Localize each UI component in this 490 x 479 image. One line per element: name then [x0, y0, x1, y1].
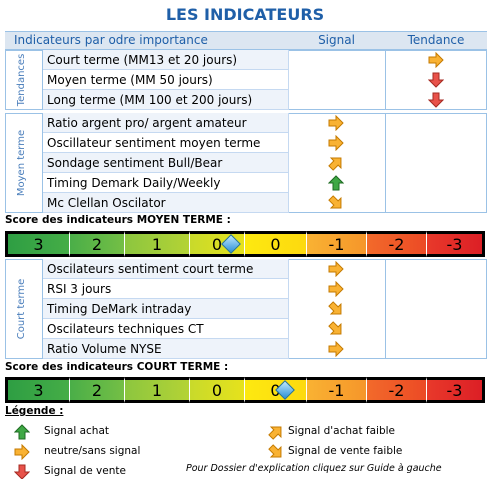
col-sep [288, 50, 289, 110]
score-cell: 3 [5, 377, 70, 403]
arrow [428, 92, 444, 108]
arrow-icon [328, 115, 344, 131]
arrow-icon [328, 175, 344, 191]
score-title: Score des indicateurs COURT TERME : [5, 361, 229, 373]
header-signal: Signal [318, 33, 355, 47]
score-cell: -3 [427, 377, 485, 403]
arrow [14, 444, 30, 460]
col-sep [42, 113, 43, 213]
legend-item: neutre/sans signal [44, 445, 141, 457]
legend-item: Signal achat [44, 425, 110, 437]
indicator: Timing DeMark intraday [43, 299, 288, 319]
arrow [268, 444, 282, 458]
title: LES INDICATEURS [165, 5, 325, 24]
score-cell: -2 [367, 231, 427, 257]
header-trend: Tendance [407, 33, 465, 47]
arrow-icon [328, 281, 344, 297]
indicator: Oscilateurs techniques CT [43, 319, 288, 339]
arrow-icon [328, 157, 342, 171]
arrow-icon [328, 135, 344, 151]
arrow [328, 135, 344, 151]
arrow [328, 261, 344, 277]
score-cell: 2 [70, 377, 125, 403]
col-sep [288, 259, 289, 359]
score-title: Score des indicateurs MOYEN TERME : [5, 214, 231, 226]
score-cell: 3 [5, 231, 70, 257]
indicator: RSI 3 jours [43, 279, 288, 299]
col-sep [385, 259, 386, 359]
score-cell: 1 [125, 377, 190, 403]
col-sep [42, 259, 43, 359]
header-indicators: Indicateurs par odre importance [14, 33, 208, 47]
col-sep [288, 113, 289, 213]
indicator: Oscillateur sentiment moyen terme [43, 133, 288, 153]
arrow-icon [328, 195, 342, 209]
arrow [328, 341, 344, 357]
footer-note: Pour Dossier d'explication cliquez sur G… [186, 463, 442, 474]
arrow [14, 424, 30, 440]
col-sep [385, 113, 386, 213]
arrow-icon [328, 341, 344, 357]
indicator: Ratio argent pro/ argent amateur [43, 113, 288, 133]
arrow-icon [14, 464, 30, 479]
score-cell: 0 [245, 231, 307, 257]
arrow [14, 464, 30, 479]
arrow-icon [328, 261, 344, 277]
indicator: Moyen terme (MM 50 jours) [43, 70, 288, 90]
score-cell: -1 [307, 377, 367, 403]
score-cell: -2 [367, 377, 427, 403]
arrow [428, 52, 444, 68]
indicator: Sondage sentiment Bull/Bear [43, 153, 288, 173]
col-sep [42, 50, 43, 110]
score-cell: 1 [125, 231, 190, 257]
arrow [328, 321, 342, 335]
arrow-icon [428, 52, 444, 68]
indicator: Court terme (MM13 et 20 jours) [43, 50, 288, 70]
arrow [428, 72, 444, 88]
arrow-icon [328, 321, 342, 335]
arrow-icon [268, 444, 282, 458]
col-sep [385, 50, 386, 110]
score-cell: -3 [427, 231, 485, 257]
indicator: Mc Clellan Oscilator [43, 193, 288, 213]
arrow [328, 157, 342, 171]
arrow-icon [14, 444, 30, 460]
legend-item: Signal de vente faible [288, 445, 403, 457]
score-cell: -1 [307, 231, 367, 257]
arrow [328, 195, 342, 209]
indicator: Timing Demark Daily/Weekly [43, 173, 288, 193]
header-row [5, 31, 487, 50]
arrow [328, 115, 344, 131]
legend-title: Légende : [5, 405, 64, 417]
arrow-icon [14, 424, 30, 440]
arrow-icon [268, 426, 282, 440]
arrow-icon [328, 301, 342, 315]
arrow [328, 281, 344, 297]
arrow-icon [428, 72, 444, 88]
section-label: Tendances [16, 53, 27, 107]
score-cell: 2 [70, 231, 125, 257]
score-cell: 0 [190, 377, 245, 403]
arrow [268, 426, 282, 440]
legend-item: Signal d'achat faible [288, 425, 395, 437]
arrow-icon [428, 92, 444, 108]
section-label: Court terme [16, 278, 27, 340]
section-label: Moyen terme [16, 129, 27, 197]
arrow [328, 301, 342, 315]
arrow [328, 175, 344, 191]
indicator: Ratio Volume NYSE [43, 339, 288, 359]
indicator: Long terme (MM 100 et 200 jours) [43, 90, 288, 110]
legend-item: Signal de vente [44, 465, 126, 477]
indicator: Oscilateurs sentiment court terme [43, 259, 288, 279]
